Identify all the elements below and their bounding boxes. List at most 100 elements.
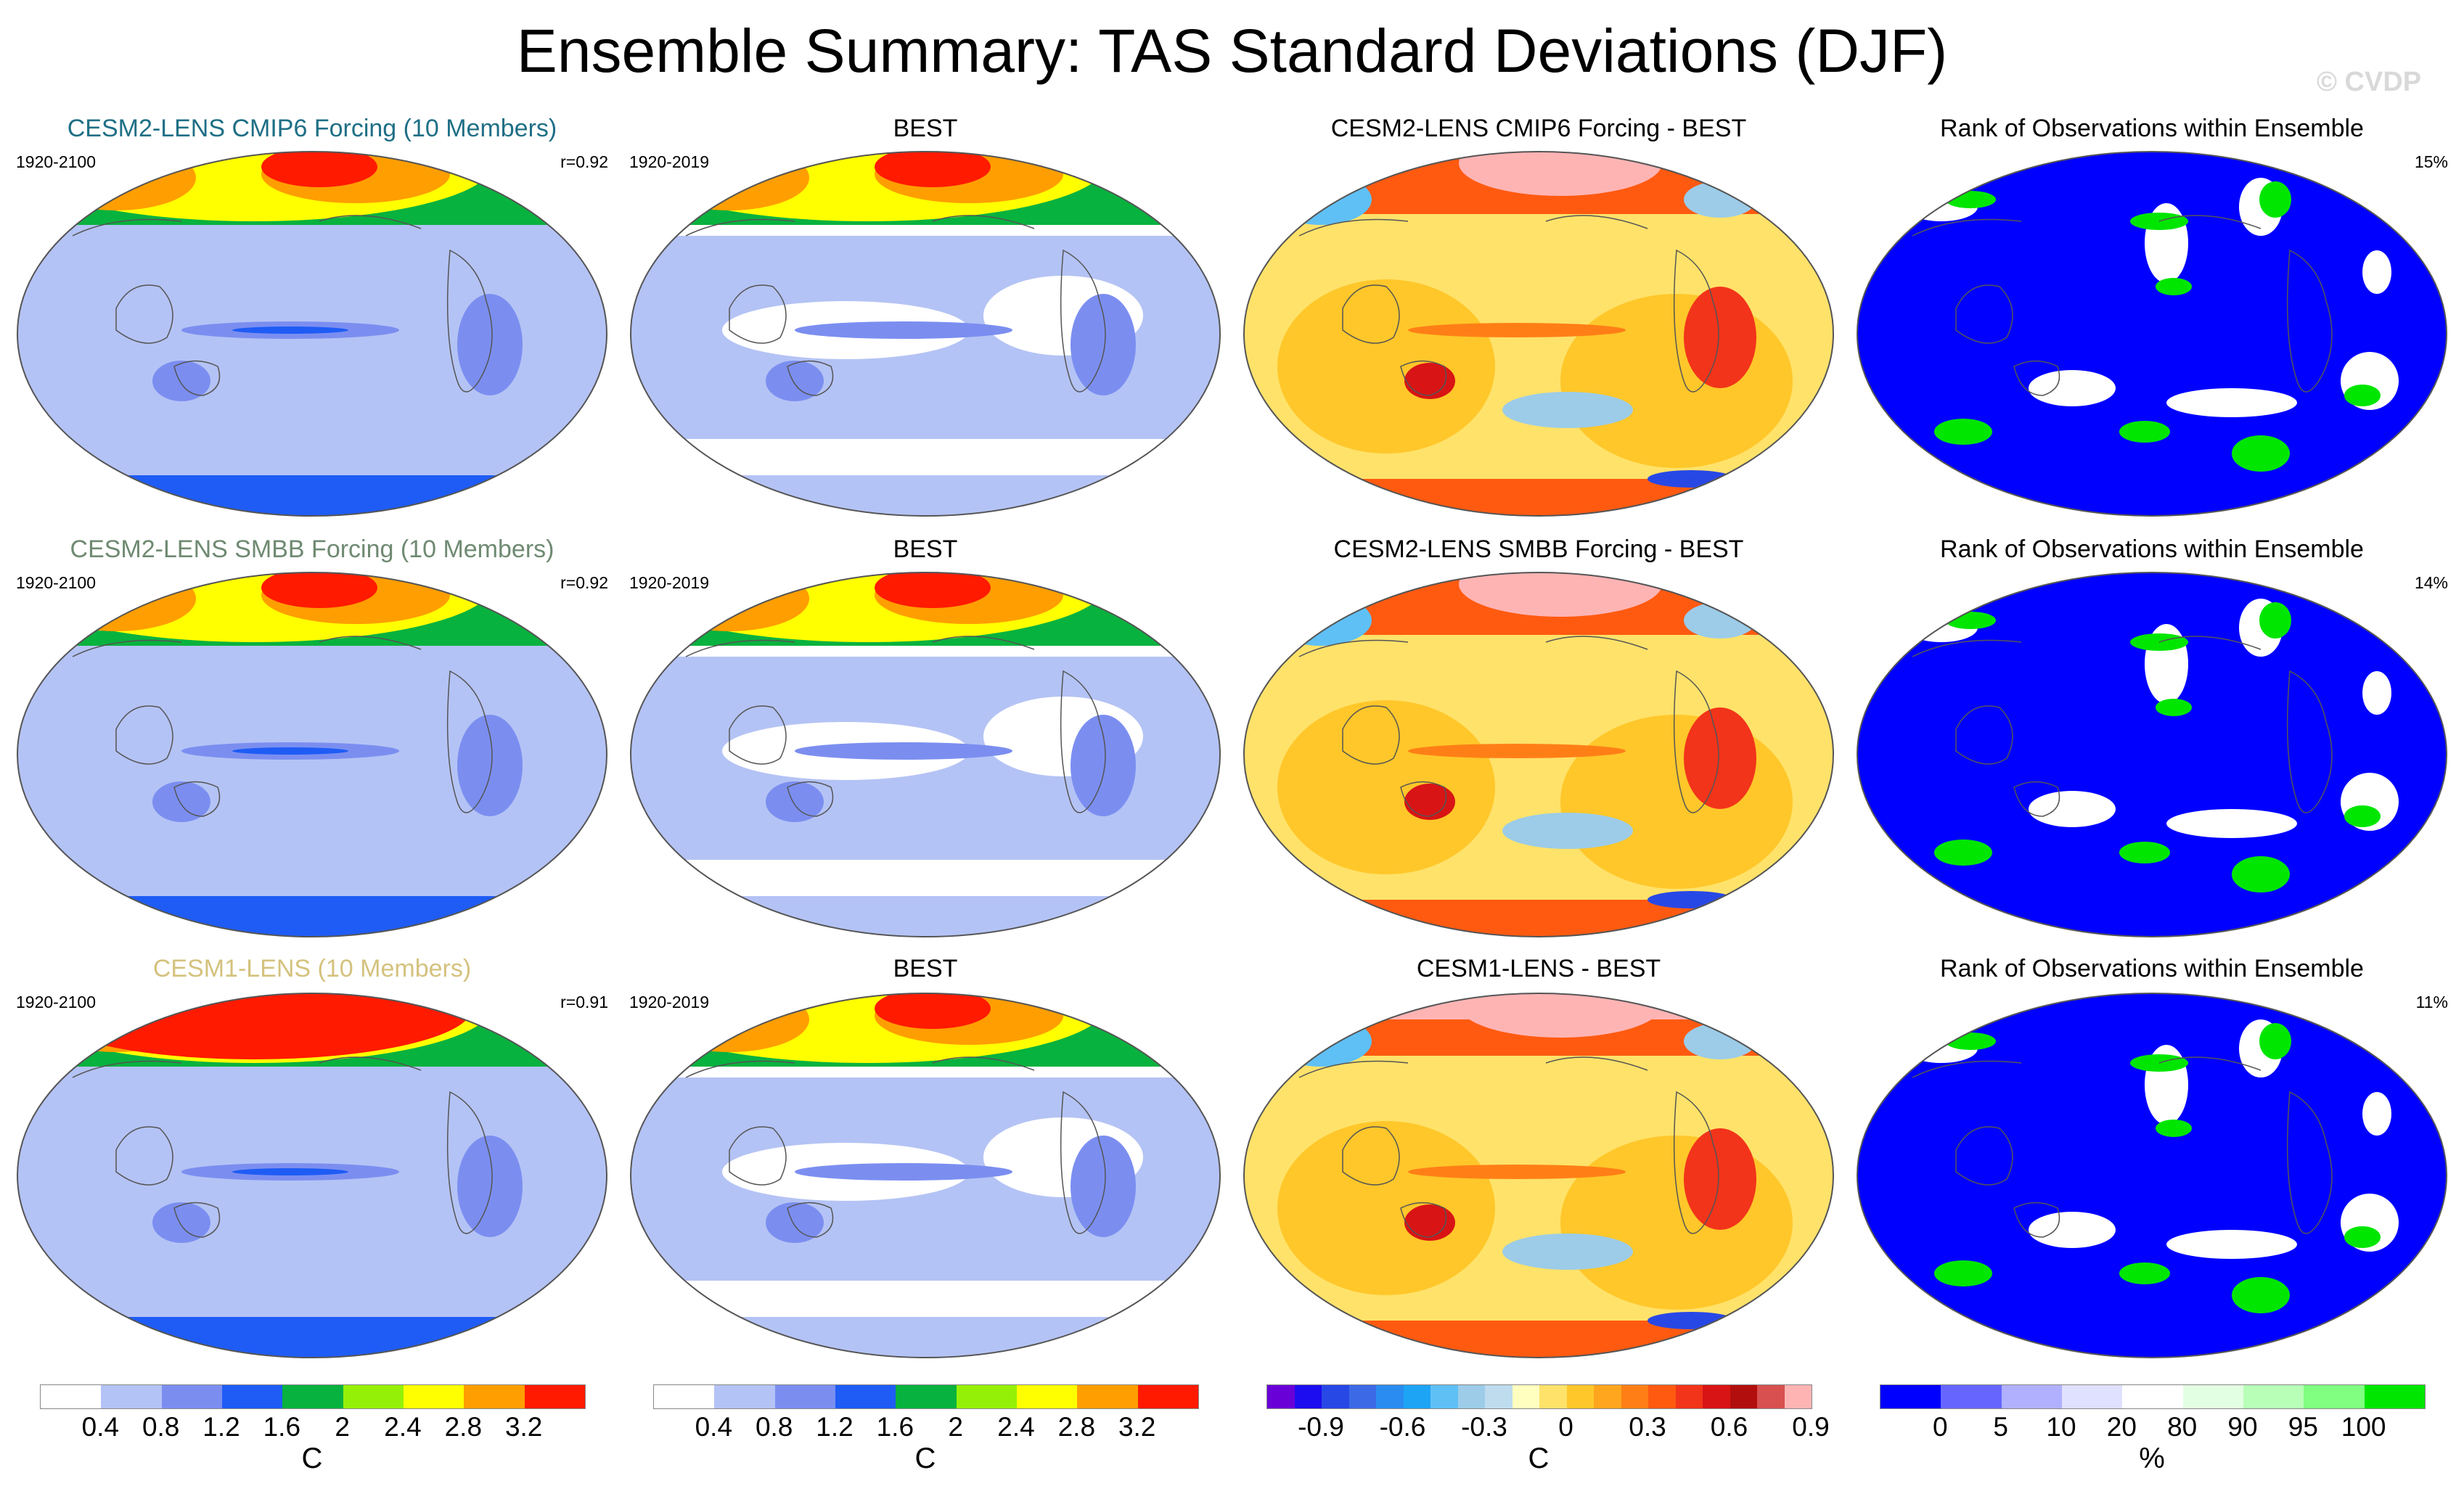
diff-panel-title: CESM1-LENS - BEST [1416,955,1661,982]
rank-green-patch [2156,1120,2192,1137]
diff-south-band [1244,900,1833,937]
colorbar-swatch [1648,1385,1676,1408]
colorbar-swatch [1621,1385,1648,1408]
northern-band-red [875,993,991,1029]
colorbar-swatch [1322,1385,1349,1408]
coastlines [1298,1056,1719,1238]
rank-white-patch [2166,388,2297,417]
south-america-region [1071,1136,1136,1237]
colorbar-tick-label: 1.6 [876,1412,914,1442]
colorbar-swatch [41,1385,102,1408]
australia-region [766,1202,824,1243]
colorbar-swatch [654,1385,715,1408]
colorbar-swatch [1703,1385,1730,1408]
map-border [630,572,1221,937]
southern-belt [631,1317,1220,1358]
equatorial-tongue [795,742,1012,760]
colorbar-swatch [1941,1385,2002,1408]
colorbar-tick-label: 20 [2106,1412,2137,1442]
colorbar-swatch [1137,1385,1198,1408]
colorbar-swatch [1485,1385,1513,1408]
colorbar-tick-label: -0.3 [1461,1412,1507,1442]
coastlines [72,1056,493,1238]
coastlines [685,1056,1106,1238]
coastlines [1912,215,2333,396]
diff-north-blue [1684,1023,1756,1059]
northern-band-red [261,572,377,608]
australia-region [152,1202,210,1243]
coastlines [1912,1056,2333,1238]
northern-band-red [261,152,377,187]
rank-green-patch [2344,385,2381,406]
colorbar-swatch [1566,1385,1594,1408]
colorbar-tick-label: 10 [2046,1412,2076,1442]
diff-australia [1404,784,1455,820]
diff-southern-blue [1502,1233,1633,1270]
diff-north-blue [1270,174,1372,225]
colorbar-unit: C [1528,1442,1550,1474]
model-period: 1920-2100 [16,152,96,171]
diff-panel-title: CESM2-LENS SMBB Forcing - BEST [1333,535,1744,563]
colorbar-swatch [1730,1385,1757,1408]
diff-north-pink [1459,572,1662,617]
colorbar-tick-label: 95 [2288,1412,2318,1442]
colorbar-tick-label: 2.4 [997,1412,1035,1442]
colorbar-swatch [1539,1385,1567,1408]
map-border [1857,993,2447,1358]
colorbar-swatch [464,1385,525,1408]
map-border [17,993,607,1358]
colorbar-tick-label: 2 [948,1412,963,1442]
rank-map [1857,572,2447,937]
colorbar-swatch [1757,1385,1785,1408]
rank-green-patch [2344,1226,2381,1248]
model-map [17,151,607,517]
rank-panel-title: Rank of Observations within Ensemble [1940,115,2364,142]
diff-south-blue [1648,891,1735,908]
diff-north-blue [1270,1016,1372,1067]
colorbar-tick-label: 1.2 [816,1412,854,1442]
rank-green-patch [2259,1023,2291,1059]
pattern-correlation: r=0.91 [560,993,608,1011]
rank-percent: 15% [2414,152,2448,171]
colorbar-tick-label: 0.6 [1710,1412,1748,1442]
colorbar-tick-label: 2.4 [384,1412,422,1442]
diff-region [1560,715,1793,889]
coastlines [72,636,493,817]
diff-north-blue [1684,181,1756,218]
rank-percent: 11% [2415,993,2448,1011]
colorbar-diff [1266,1384,1812,1409]
colorbar-tick-label: 3.2 [504,1412,543,1442]
southern-belt [631,475,1220,516]
colorbar-tick-label: 100 [2341,1412,2386,1442]
rank-white-patch [2029,370,2116,406]
colorbar-swatch [2182,1385,2243,1408]
coastlines [685,636,1106,817]
rank-green-patch [2119,1263,2170,1284]
rank-green-patch [2259,181,2291,218]
diff-map [1243,572,1834,937]
south-america-region [1071,715,1136,816]
diff-region [1560,294,1793,468]
colorbar-swatch [524,1385,585,1408]
colorbar-swatch [1403,1385,1430,1408]
diff-australia [1404,1204,1455,1241]
colorbar-swatch [2061,1385,2123,1408]
australia-region [152,781,210,822]
colorbar-tick-label: 0.8 [755,1412,793,1442]
rank-map [1857,993,2447,1358]
diff-region [1277,279,1495,453]
colorbar-tick-label: 0 [1558,1412,1573,1442]
rank-green-patch [2232,435,2290,472]
diff-region [1277,1121,1495,1295]
colorbar-swatch [1594,1385,1621,1408]
equatorial-tongue [795,1163,1012,1181]
diff-north-blue [1270,595,1372,646]
rank-white-patch [2362,250,2391,294]
southern-belt [17,475,607,516]
rank-percent: 14% [2414,573,2448,592]
rank-white-patch [2029,1212,2116,1248]
south-america-region [457,715,523,816]
rank-map [1857,151,2447,517]
rank-green-patch [1934,1260,1992,1286]
rank-green-patch [2156,699,2192,716]
